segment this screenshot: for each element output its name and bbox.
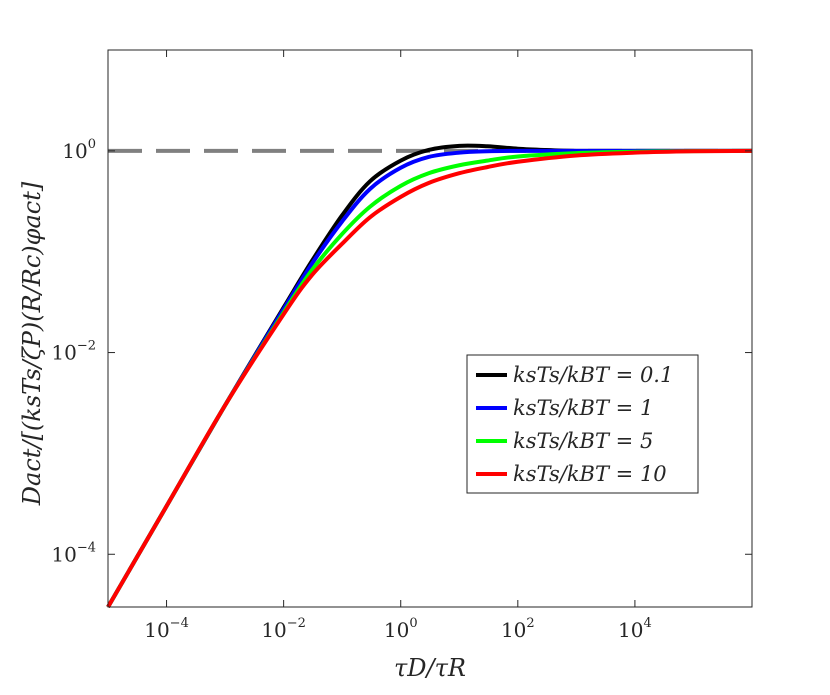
y-tick-label: 10−2 <box>51 339 96 365</box>
axis-labels-layer: τD/τR Dact/[(ksTs/ζP)(R/Rc)φact] <box>18 181 466 682</box>
x-tick-label: 10−4 <box>144 616 189 642</box>
x-tick-label: 102 <box>501 616 535 642</box>
x-tick-label: 100 <box>384 616 418 642</box>
series-line-4 <box>106 148 753 609</box>
legend-label-2: ksTs/kBT = 1 <box>513 396 653 420</box>
x-tick-label: 10−2 <box>261 616 306 642</box>
legend-label-3: ksTs/kBT = 5 <box>513 429 653 453</box>
y-axis-label: Dact/[(ksTs/ζP)(R/Rc)φact] <box>18 181 46 506</box>
x-axis-label: τD/τR <box>394 654 466 682</box>
legend-label-4: ksTs/kBT = 10 <box>513 462 667 486</box>
ticks-layer: 10−4 10−2 100 102 104 10−4 10−2 100 <box>51 50 752 642</box>
legend: ksTs/kBT = 0.1 ksTs/kBT = 1 ksTs/kBT = 5 ks… <box>466 354 699 494</box>
x-tick-label: 104 <box>618 616 652 642</box>
legend-label-1: ksTs/kBT = 0.1 <box>513 363 673 387</box>
y-tick-label: 100 <box>62 137 96 163</box>
plot-area <box>108 50 752 607</box>
y-tick-label: 10−4 <box>51 540 96 566</box>
series-layer <box>106 143 753 609</box>
plot-frame <box>107 49 753 608</box>
legend-box <box>466 354 699 494</box>
